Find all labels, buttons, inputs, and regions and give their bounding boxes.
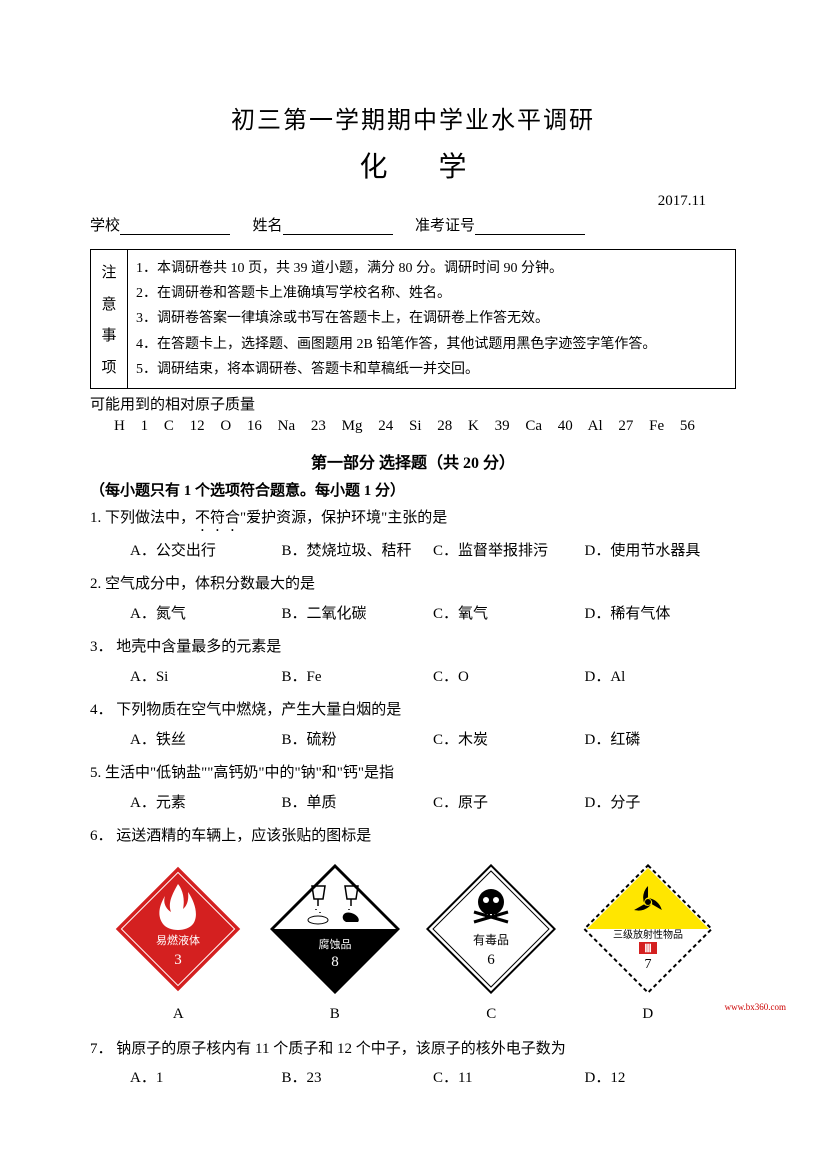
corrosive-icon: 腐蚀品 8 [270, 864, 400, 994]
hazard-signs-row: 易燃液体 3 腐蚀品 8 [90, 864, 736, 994]
option: C．O [433, 665, 585, 691]
option: A．铁丝 [130, 728, 282, 754]
hazard-sign-flammable: 易燃液体 3 [113, 864, 243, 994]
option: B．Fe [282, 665, 434, 691]
exam-title: 初三第一学期期中学业水平调研 [90, 100, 736, 135]
hazard-labels: A B C D [90, 1006, 736, 1023]
question: 7． 钠原子的原子核内有 11 个质子和 12 个中子，该原子的核外电子数为 A… [90, 1037, 736, 1092]
question: 4． 下列物质在空气中燃烧，产生大量白烟的是 A．铁丝 B．硫粉 C．木炭 D．… [90, 698, 736, 753]
option: D．分子 [585, 791, 737, 817]
notice-char: 事 [101, 324, 116, 345]
question-stem: 生活中"低钠盐""高钙奶"中的"钠"和"钙"是指 [105, 765, 394, 781]
section-title: 第一部分 选择题（共 20 分） [90, 449, 736, 473]
question-stem: 地壳中含量最多的元素是 [116, 639, 281, 655]
radioactive-icon: 三级放射性物品 Ⅲ 7 [583, 864, 713, 994]
question-number: 3． [90, 639, 113, 655]
option: C．11 [433, 1066, 585, 1092]
option: D．Al [585, 665, 737, 691]
option: A．元素 [130, 791, 282, 817]
school-label: 学校 [90, 218, 120, 234]
notice-item: 1．本调研卷共 10 页，共 39 道小题，满分 80 分。调研时间 90 分钟… [136, 256, 727, 281]
question-number: 6． [90, 828, 113, 844]
hazard-label: A [100, 1006, 257, 1023]
hazard-label: D [570, 1006, 727, 1023]
notice-item: 4．在答题卡上，选择题、画图题用 2B 铅笔作答，其他试题用黑色字迹签字笔作答。 [136, 332, 727, 357]
option: C．监督举报排污 [433, 539, 585, 565]
hazard-sign-toxic: 有毒品 6 [426, 864, 556, 994]
question-stem: "爱护资源，保护环境"主张的是 [240, 510, 447, 526]
option: D．12 [585, 1066, 737, 1092]
question-stem: 空气成分中，体积分数最大的是 [105, 576, 315, 592]
question-number: 4． [90, 702, 113, 718]
atomic-mass-label: 可能用到的相对原子质量 [90, 393, 736, 414]
id-blank[interactable] [475, 218, 585, 235]
name-label: 姓名 [253, 218, 283, 234]
section-instruction: （每小题只有 1 个选项符合题意。每小题 1 分） [90, 479, 736, 500]
question-stem: 下列做法中， [105, 510, 195, 526]
question-stem: 运送酒精的车辆上，应该张贴的图标是 [116, 828, 371, 844]
notice-char: 注 [101, 261, 116, 282]
notice-item: 5．调研结束，将本调研卷、答题卡和草稿纸一并交回。 [136, 357, 727, 382]
question: 3． 地壳中含量最多的元素是 A．Si B．Fe C．O D．Al [90, 635, 736, 690]
option: B．23 [282, 1066, 434, 1092]
option: B．二氧化碳 [282, 602, 434, 628]
svg-text:有毒品: 有毒品 [473, 933, 509, 947]
option: C．原子 [433, 791, 585, 817]
svg-text:8: 8 [331, 954, 339, 970]
option: D．红磷 [585, 728, 737, 754]
option: D．稀有气体 [585, 602, 737, 628]
notice-item: 3．调研卷答案一律填涂或书写在答题卡上，在调研卷上作答无效。 [136, 306, 727, 331]
school-blank[interactable] [120, 218, 230, 235]
question-stem: 钠原子的原子核内有 11 个质子和 12 个中子，该原子的核外电子数为 [116, 1041, 565, 1057]
question: 2. 空气成分中，体积分数最大的是 A．氮气 B．二氧化碳 C．氧气 D．稀有气… [90, 572, 736, 627]
question-number: 7． [90, 1041, 113, 1057]
notice-char: 意 [101, 293, 116, 314]
option: B．单质 [282, 791, 434, 817]
svg-text:腐蚀品: 腐蚀品 [318, 937, 351, 951]
option: C．氧气 [433, 602, 585, 628]
watermark: www.bx360.com [725, 1002, 786, 1012]
atomic-mass-values: H 1 C 12 O 16 Na 23 Mg 24 Si 28 K 39 Ca … [90, 418, 736, 435]
option: B．硫粉 [282, 728, 434, 754]
option: A．氮气 [130, 602, 282, 628]
svg-text:3: 3 [175, 952, 183, 968]
exam-date: 2017.11 [90, 193, 736, 210]
toxic-icon: 有毒品 6 [426, 864, 556, 994]
notice-char: 项 [101, 356, 116, 377]
svg-text:6: 6 [488, 952, 496, 968]
notice-box: 注 意 事 项 1．本调研卷共 10 页，共 39 道小题，满分 80 分。调研… [90, 249, 736, 389]
option: A．公交出行 [130, 539, 282, 565]
option: C．木炭 [433, 728, 585, 754]
id-label: 准考证号 [415, 218, 475, 234]
notice-item: 2．在调研卷和答题卡上准确填写学校名称、姓名。 [136, 281, 727, 306]
notice-side-label: 注 意 事 项 [91, 250, 128, 388]
svg-text:三级放射性物品: 三级放射性物品 [613, 928, 683, 941]
question: 6． 运送酒精的车辆上，应该张贴的图标是 [90, 824, 736, 850]
hazard-sign-radioactive: 三级放射性物品 Ⅲ 7 [583, 864, 713, 994]
subject-title: 化 学 [90, 145, 736, 185]
hazard-label: C [413, 1006, 570, 1023]
question: 5. 生活中"低钠盐""高钙奶"中的"钠"和"钙"是指 A．元素 B．单质 C．… [90, 761, 736, 816]
svg-text:7: 7 [644, 957, 651, 972]
question: 1. 下列做法中，不符合"爱护资源，保护环境"主张的是 A．公交出行 B．焚烧垃… [90, 506, 736, 565]
svg-text:易燃液体: 易燃液体 [156, 933, 200, 947]
question-number: 2. [90, 576, 101, 592]
question-number: 1. [90, 510, 101, 526]
option: B．焚烧垃圾、秸秆 [282, 539, 434, 565]
notice-content: 1．本调研卷共 10 页，共 39 道小题，满分 80 分。调研时间 90 分钟… [128, 250, 735, 388]
flammable-liquid-icon: 易燃液体 3 [113, 864, 243, 994]
option: A．1 [130, 1066, 282, 1092]
option: D．使用节水器具 [585, 539, 737, 565]
hazard-sign-corrosive: 腐蚀品 8 [270, 864, 400, 994]
svg-text:Ⅲ: Ⅲ [644, 943, 652, 955]
question-emphasis: 不符合 [195, 510, 240, 526]
hazard-label: B [257, 1006, 414, 1023]
question-stem: 下列物质在空气中燃烧，产生大量白烟的是 [116, 702, 401, 718]
question-number: 5. [90, 765, 101, 781]
option: A．Si [130, 665, 282, 691]
name-blank[interactable] [283, 218, 393, 235]
student-info-line: 学校 姓名 准考证号 [90, 214, 736, 235]
